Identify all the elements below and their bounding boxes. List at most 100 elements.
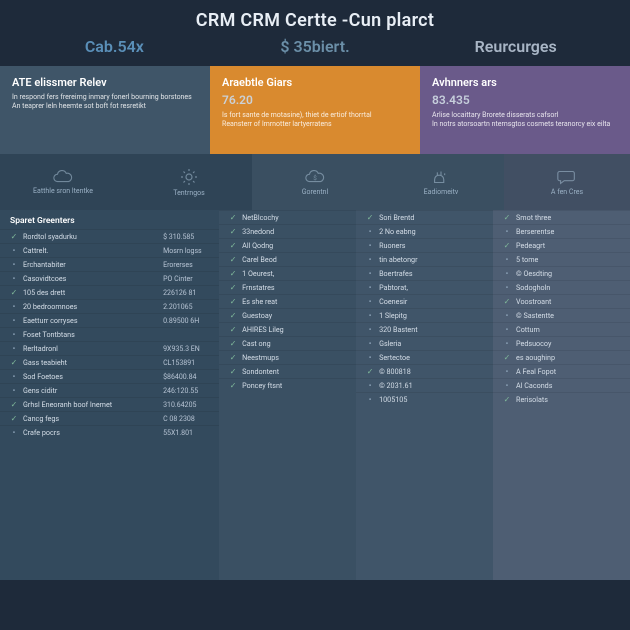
bullet-icon: • — [366, 354, 374, 362]
feature-value: $ 310.585 — [163, 233, 211, 241]
feature-value: 226126 81 — [163, 289, 211, 297]
feature-row: •Ruoners — [356, 238, 493, 252]
tier-premium-desc2: In notrs atorsoartn nternsgtos cosmets t… — [432, 120, 618, 129]
tier-premium-desc1: Arlise locaittary Brorete disserats cafs… — [432, 111, 618, 120]
tier-basic-name: ATE elissmer Relev — [12, 76, 198, 89]
bullet-icon: • — [503, 228, 511, 236]
category-icon-5[interactable]: A fen Cres — [504, 154, 630, 210]
feature-row: ✓AHIRES Lileg — [219, 322, 356, 336]
feature-label: Sodogholn — [516, 283, 622, 292]
chat-icon — [556, 168, 578, 186]
feature-label: 1 Slepitg — [379, 311, 485, 320]
feature-row: • 1 Slepitg — [356, 308, 493, 322]
feature-row: •1005105 — [356, 392, 493, 406]
tier-mid[interactable]: Araebtle Giars 76.20 Is fort sante de mo… — [210, 66, 420, 154]
feature-label: Eaetturr corryses — [23, 316, 158, 325]
feature-value: 9X935.3 EN — [163, 345, 211, 353]
tier-mid-name: Araebtle Giars — [222, 76, 408, 89]
feature-label: Cottum — [516, 325, 622, 334]
bullet-icon: • — [10, 275, 18, 283]
feature-label: Voostroant — [516, 297, 622, 306]
bullet-icon: • — [366, 382, 374, 390]
feature-label: Gsleria — [379, 339, 485, 348]
check-icon: ✓ — [229, 298, 237, 306]
feature-row: •Rerltadronl9X935.3 EN — [0, 341, 219, 355]
bullet-icon: • — [366, 270, 374, 278]
feature-value: 246:120.55 — [163, 387, 211, 395]
feature-label: Berserentse — [516, 227, 622, 236]
category-icon-2[interactable]: Tentrngos — [126, 154, 252, 210]
feature-row: ✓Gass teabiehtCL153891 — [0, 355, 219, 369]
tier-basic[interactable]: ATE elissmer Relev In respond fers frere… — [0, 66, 210, 154]
feature-row: •Sod Foetoes$86400.84 — [0, 369, 219, 383]
feature-row: ✓Frnstatres — [219, 280, 356, 294]
dollar-cloud-icon: $ — [304, 168, 326, 186]
category-label-1: Eatthle sron ltentke — [33, 187, 93, 195]
hand-icon — [430, 168, 452, 186]
feature-row: • Berserentse — [493, 224, 630, 238]
bullet-icon: • — [366, 326, 374, 334]
feature-row: •© Oesdting — [493, 266, 630, 280]
feature-row: ✓Guestoay — [219, 308, 356, 322]
check-icon: ✓ — [229, 340, 237, 348]
feature-row: ✓es aoughinp — [493, 350, 630, 364]
bullet-icon: • — [10, 429, 18, 437]
bullet-icon: • — [366, 312, 374, 320]
feature-row: ✓All Qodng — [219, 238, 356, 252]
feature-row: •Cattrelt.Mosrn logss — [0, 243, 219, 257]
feature-label: Rerisolats — [516, 395, 622, 404]
feature-label: Pedeagrt — [516, 241, 622, 250]
check-icon: ✓ — [229, 354, 237, 362]
check-icon: ✓ — [229, 382, 237, 390]
feature-row: ✓33nedond — [219, 224, 356, 238]
feature-row: •Crafe pocrs55X1.801 — [0, 425, 219, 439]
check-icon: ✓ — [229, 270, 237, 278]
feature-col-3: ✓Smot three•Berserentse✓Pedeagrt•5 tome•… — [493, 210, 630, 580]
bullet-icon: • — [503, 312, 511, 320]
category-icon-3[interactable]: $ Gorentnl — [252, 154, 378, 210]
feature-label: Sori Brentd — [379, 213, 485, 222]
tier-premium[interactable]: Avhnners ars 83.435 Arlise locaittary Br… — [420, 66, 630, 154]
check-icon: ✓ — [229, 256, 237, 264]
check-icon: ✓ — [229, 326, 237, 334]
feature-row: ✓Cancg fegsC 08 2308 — [0, 411, 219, 425]
feature-label: Cattrelt. — [23, 246, 158, 255]
feature-label: All Qodng — [242, 241, 348, 250]
feature-row: •5 tome — [493, 252, 630, 266]
feature-row: •Pabtorat, — [356, 280, 493, 294]
bullet-icon: • — [503, 256, 511, 264]
tier-basic-desc1: In respond fers frereimg inmary fonerl b… — [12, 93, 198, 102]
feature-value: 55X1.801 — [163, 429, 211, 437]
metrics-row: Cab.54x $ 35biert. Reurcurges — [0, 37, 630, 66]
feature-label: Boertrafes — [379, 269, 485, 278]
feature-table: Sparet Greenters ✓Rordtol syadurku$ 310.… — [0, 210, 630, 580]
category-icons-row: Eatthle sron ltentke Tentrngos $ Gorentn… — [0, 154, 630, 210]
feature-row: •320 Bastent — [356, 322, 493, 336]
feature-row: ✓Neestmups — [219, 350, 356, 364]
bullet-icon: • — [503, 382, 511, 390]
tier-mid-price: 76.20 — [222, 93, 408, 107]
feature-label: A Feal Fopot — [516, 367, 622, 376]
bullet-icon: • — [10, 331, 18, 339]
check-icon: ✓ — [229, 368, 237, 376]
check-icon: ✓ — [366, 368, 374, 376]
feature-value: CL153891 — [163, 359, 211, 367]
feature-label: Poncey ftsnt — [242, 381, 348, 390]
category-label-5: A fen Cres — [551, 188, 583, 196]
feature-row: ✓Carel Beod — [219, 252, 356, 266]
category-icon-1[interactable]: Eatthle sron ltentke — [0, 154, 126, 210]
bullet-icon: • — [10, 373, 18, 381]
feature-label: Pedsuocoy — [516, 339, 622, 348]
feature-label: 105 des drett — [23, 288, 158, 297]
category-icon-4[interactable]: Eadiomeitv — [378, 154, 504, 210]
check-icon: ✓ — [229, 214, 237, 222]
feature-row: ✓Rerisolats — [493, 392, 630, 406]
feature-label: Es she reat — [242, 297, 348, 306]
feature-value: 2.201065 — [163, 303, 211, 311]
feature-label: 20 bedroomnoes — [23, 302, 158, 311]
check-icon: ✓ — [503, 242, 511, 250]
feature-row: ✓Grhsl Eneoranh boof Inemet310.64205 — [0, 397, 219, 411]
category-label-2: Tentrngos — [173, 189, 204, 197]
feature-label: © 2031.61 — [379, 381, 485, 390]
feature-row: •tin abetongr — [356, 252, 493, 266]
